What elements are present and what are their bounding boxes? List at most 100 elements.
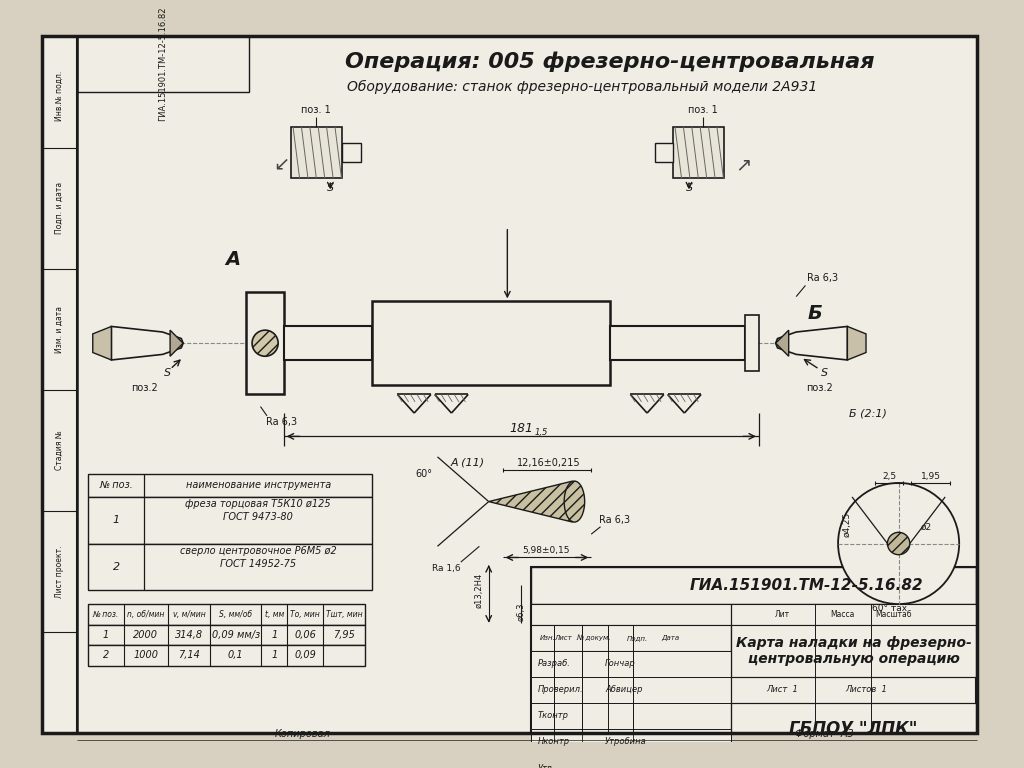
- Text: сверло центровочное Р6М5 ø2: сверло центровочное Р6М5 ø2: [180, 546, 337, 556]
- Text: Лист: Лист: [554, 634, 572, 641]
- Text: 2: 2: [113, 562, 120, 572]
- Text: Б (2:1): Б (2:1): [849, 408, 887, 418]
- Text: S: S: [164, 368, 171, 378]
- Text: Гончар: Гончар: [605, 659, 636, 668]
- Text: v, м/мин: v, м/мин: [173, 610, 206, 619]
- Text: ↗: ↗: [735, 155, 752, 174]
- Text: Копировал: Копировал: [274, 730, 331, 740]
- Bar: [77, 36, 249, 91]
- Polygon shape: [112, 326, 183, 360]
- Bar: [530, 604, 976, 624]
- Text: ГИА.151901.ТМ-12-5.16.82: ГИА.151901.ТМ-12-5.16.82: [690, 578, 924, 593]
- Text: Изн.: Изн.: [540, 634, 556, 641]
- Text: Масштаб: Масштаб: [876, 610, 912, 619]
- Bar: [291, 127, 342, 178]
- Text: n, об/мин: n, об/мин: [127, 610, 165, 619]
- Bar: [673, 127, 724, 178]
- Text: ↙: ↙: [273, 155, 290, 174]
- Text: 2,5: 2,5: [883, 472, 896, 481]
- Text: № поз.: № поз.: [99, 480, 133, 490]
- Text: Операция: 005 фрезерно-центровальная: Операция: 005 фрезерно-центровальная: [345, 51, 874, 72]
- Polygon shape: [775, 326, 848, 360]
- Bar: [744, 315, 759, 371]
- Ellipse shape: [564, 481, 585, 522]
- Text: 60° тах: 60° тах: [871, 604, 907, 613]
- Text: A (11): A (11): [451, 458, 484, 468]
- Polygon shape: [775, 330, 788, 356]
- Bar: [88, 624, 365, 645]
- Bar: [342, 143, 361, 161]
- Text: Тшт, мин: Тшт, мин: [326, 610, 362, 619]
- Ellipse shape: [252, 330, 279, 356]
- Text: Подп. и дата: Подп. и дата: [54, 182, 63, 234]
- Text: Лит: Лит: [774, 610, 790, 619]
- Text: ГБПОУ "ЛПК": ГБПОУ "ЛПК": [790, 720, 918, 738]
- Bar: [88, 497, 373, 544]
- Bar: [530, 755, 731, 768]
- Bar: [247, 292, 284, 395]
- Text: 0,09 мм/з: 0,09 мм/з: [212, 630, 260, 640]
- Text: 0,06: 0,06: [294, 630, 316, 640]
- Text: Тo, мин: Тo, мин: [290, 610, 321, 619]
- Text: 7,95: 7,95: [334, 630, 355, 640]
- Bar: [654, 143, 673, 161]
- Bar: [731, 703, 976, 733]
- Text: 1,95: 1,95: [922, 472, 941, 481]
- Text: S: S: [820, 368, 827, 378]
- Text: Дата: Дата: [662, 634, 680, 641]
- Text: наименование инструмента: наименование инструмента: [185, 480, 331, 490]
- Text: Изм. и дата: Изм. и дата: [54, 306, 63, 353]
- Bar: [88, 604, 365, 624]
- Text: ГОСТ 14952-75: ГОСТ 14952-75: [220, 559, 296, 569]
- Text: ø4,25: ø4,25: [843, 512, 852, 538]
- Text: S: S: [327, 183, 334, 193]
- Text: 1000: 1000: [133, 650, 159, 660]
- Text: Ra 6,3: Ra 6,3: [807, 273, 838, 283]
- Text: S, мм/об: S, мм/об: [219, 610, 252, 619]
- Bar: [530, 624, 731, 650]
- Text: Ra 6,3: Ra 6,3: [599, 515, 630, 525]
- Text: фреза торцовая Т5К10 ø125: фреза торцовая Т5К10 ø125: [185, 499, 331, 509]
- Text: Абвицер: Абвицер: [605, 685, 643, 694]
- Text: Инв.№ подл.: Инв.№ подл.: [54, 71, 63, 121]
- Bar: [530, 567, 976, 733]
- Text: Утробина: Утробина: [605, 737, 647, 746]
- Text: Тконтр: Тконтр: [538, 711, 569, 720]
- Text: 181: 181: [509, 422, 534, 435]
- Text: Проверил.: Проверил.: [538, 685, 584, 694]
- Text: Подп.: Подп.: [627, 634, 648, 641]
- Text: Стадия №: Стадия №: [54, 431, 63, 470]
- Text: поз.2: поз.2: [806, 383, 833, 393]
- Text: поз. 1: поз. 1: [688, 105, 718, 115]
- Text: 60°: 60°: [415, 468, 432, 478]
- Text: 2000: 2000: [133, 630, 159, 640]
- Text: ГИА.151901.ТМ-12-5.16.82: ГИА.151901.ТМ-12-5.16.82: [158, 6, 167, 121]
- Text: Карта наладки на фрезерно-
центровальную операцию: Карта наладки на фрезерно- центровальную…: [735, 636, 972, 666]
- Text: поз.2: поз.2: [131, 383, 158, 393]
- Text: 12,16±0,215: 12,16±0,215: [517, 458, 581, 468]
- Text: Ra 6,3: Ra 6,3: [266, 417, 297, 427]
- Text: 5,98±0,15: 5,98±0,15: [522, 547, 570, 555]
- Text: S: S: [685, 183, 692, 193]
- Text: Листов  1: Листов 1: [845, 685, 887, 694]
- Bar: [731, 624, 976, 677]
- Circle shape: [888, 532, 909, 554]
- Text: 2: 2: [102, 650, 109, 660]
- Text: 1: 1: [102, 630, 109, 640]
- Text: 1,5: 1,5: [535, 428, 548, 437]
- Bar: [610, 326, 744, 360]
- Text: ГОСТ 9473-80: ГОСТ 9473-80: [223, 512, 293, 522]
- Text: Лист проект.: Лист проект.: [54, 545, 63, 598]
- Bar: [530, 703, 731, 729]
- Text: Утв.: Утв.: [538, 763, 556, 768]
- Bar: [373, 301, 610, 385]
- Bar: [530, 567, 976, 604]
- Text: ø2: ø2: [921, 523, 932, 532]
- Circle shape: [838, 483, 959, 604]
- Text: 314,8: 314,8: [175, 630, 203, 640]
- Text: № поз.: № поз.: [93, 610, 119, 619]
- Text: Формат  А3: Формат А3: [795, 730, 853, 740]
- Bar: [88, 544, 373, 590]
- Text: A: A: [225, 250, 240, 269]
- Text: ø13,2Н4: ø13,2Н4: [475, 572, 484, 607]
